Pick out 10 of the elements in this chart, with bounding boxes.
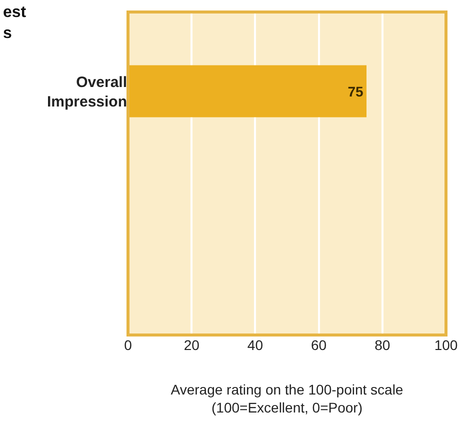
x-tick-label: 40: [247, 337, 264, 353]
x-tick-label: 20: [184, 337, 200, 353]
x-tick-label: 0: [124, 337, 132, 353]
x-tick-label: 80: [374, 337, 390, 353]
x-tick-label: 100: [434, 337, 458, 353]
x-axis-title: Average rating on the 100-point scale (100=Excellent, 0=Poor): [170, 381, 404, 416]
chart-title: est s: [3, 4, 27, 42]
y-tick-label: Overall Impression: [46, 74, 127, 110]
x-tick-label: 60: [311, 337, 327, 353]
data-label: 75: [348, 83, 364, 100]
